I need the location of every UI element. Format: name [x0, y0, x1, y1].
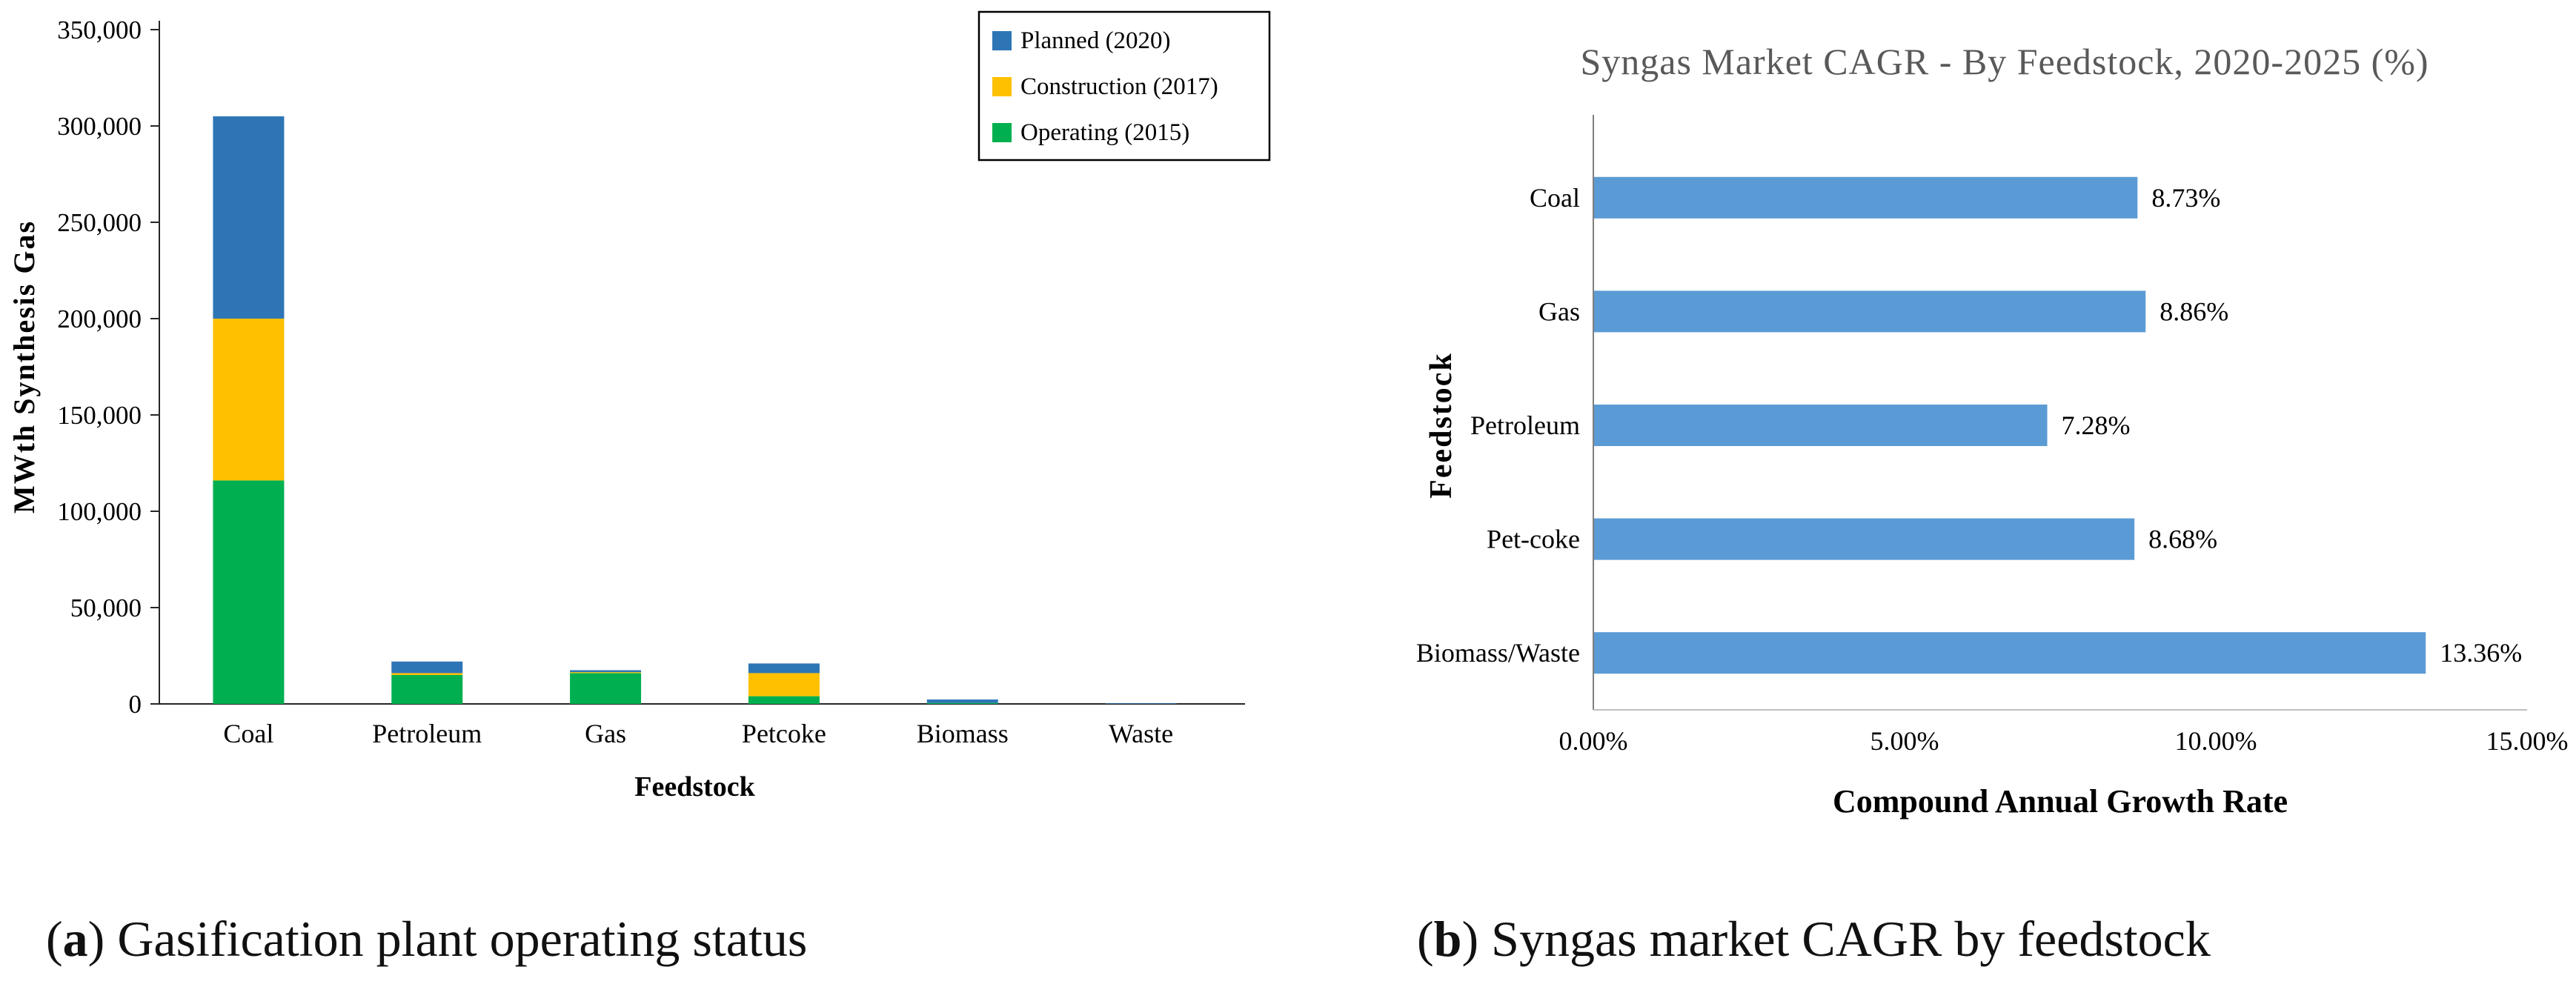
chart-title: Syngas Market CAGR - By Feedstock, 2020-… — [1580, 41, 2429, 82]
x-axis-title: Compound Annual Growth Rate — [1833, 783, 2288, 820]
caption-b-text: Syngas market CAGR by feedstock — [1478, 911, 2211, 967]
legend-label: Construction (2017) — [1020, 73, 1218, 100]
y-tick-label: 200,000 — [57, 305, 142, 333]
y-tick-label: 100,000 — [57, 497, 142, 526]
bar-segment-coal — [213, 480, 285, 704]
caption-a: (a) Gasification plant operating status — [46, 910, 807, 968]
caption-a-close: ) — [87, 911, 105, 967]
bar-segment-petroleum — [391, 673, 463, 675]
x-tick-label: Coal — [223, 719, 273, 748]
category-label: Pet-coke — [1487, 525, 1580, 554]
bar-segment-biomass — [926, 702, 998, 704]
value-label: 8.68% — [2148, 525, 2217, 554]
bar-coal — [1594, 176, 2138, 219]
bar-segment-coal — [213, 319, 285, 481]
legend-swatch-icon — [992, 123, 1012, 142]
bar-segment-gas — [570, 670, 642, 673]
x-tick-label: Waste — [1109, 719, 1173, 748]
y-tick-label: 300,000 — [57, 112, 142, 141]
bar-pet-coke — [1594, 518, 2135, 560]
bar-segment-petroleum — [391, 661, 463, 674]
category-label: Biomass/Waste — [1416, 638, 1580, 668]
caption-b-label: b — [1433, 911, 1462, 967]
value-label: 8.73% — [2151, 183, 2220, 213]
value-label: 7.28% — [2062, 410, 2131, 440]
caption-b-close: ) — [1461, 911, 1479, 967]
caption-a-text: Gasification plant operating status — [104, 911, 808, 967]
caption-a-label: a — [62, 911, 88, 967]
bar-gas — [1594, 290, 2146, 333]
x-tick-label: Biomass — [917, 719, 1009, 748]
y-tick-label: 250,000 — [57, 208, 142, 237]
gasification-chart: 0 50,000 100,000 150,000 200,000 250,000 300,0… — [7, 10, 1271, 802]
bar-segment-gas — [570, 672, 642, 674]
caption-b-open: ( — [1417, 911, 1434, 967]
x-tick-label: 10.00% — [2175, 726, 2257, 756]
x-axis-title: Feedstock — [634, 771, 755, 802]
category-label: Petroleum — [1470, 410, 1580, 440]
bar-segment-petcoke — [748, 696, 820, 704]
legend-swatch-icon — [992, 77, 1012, 96]
bar-petroleum — [1594, 405, 2048, 446]
y-axis-title: Feedstock — [1424, 352, 1458, 499]
x-tick-label: 0.00% — [1559, 726, 1628, 756]
category-label: Gas — [1538, 296, 1580, 326]
y-tick-label: 350,000 — [57, 16, 142, 44]
x-tick-label: Petroleum — [372, 719, 482, 748]
legend-swatch-icon — [992, 31, 1012, 50]
x-tick-label: Petcoke — [742, 719, 826, 748]
bar-segment-petroleum — [391, 675, 463, 704]
caption-a-open: ( — [46, 911, 63, 967]
bar-segment-petcoke — [748, 673, 820, 697]
y-tick-label: 50,000 — [70, 594, 142, 622]
bar-segment-gas — [570, 673, 642, 704]
bar-segment-biomass — [926, 699, 998, 703]
x-tick-label: 15.00% — [2486, 726, 2569, 756]
cagr-chart: Syngas Market CAGR - By Feedstock, 2020-… — [1416, 41, 2569, 820]
value-label: 13.36% — [2440, 638, 2522, 668]
category-label: Coal — [1530, 183, 1580, 213]
legend-label: Operating (2015) — [1020, 119, 1189, 146]
bar-segment-coal — [213, 116, 285, 319]
bar-biomass-waste — [1594, 632, 2426, 674]
value-label: 8.86% — [2160, 296, 2228, 326]
legend-box — [977, 10, 1271, 162]
y-tick-label: 0 — [129, 690, 142, 719]
bar-segment-waste — [1105, 703, 1177, 704]
caption-b: (b) Syngas market CAGR by feedstock — [1417, 910, 2211, 968]
bar-segment-petcoke — [748, 663, 820, 674]
y-tick-label: 150,000 — [57, 401, 142, 430]
legend-label: Planned (2020) — [1020, 27, 1171, 54]
x-tick-label: 5.00% — [1870, 726, 1939, 756]
x-tick-label: Gas — [585, 719, 626, 748]
y-axis-title: MWth Synthesis Gas — [7, 220, 41, 513]
